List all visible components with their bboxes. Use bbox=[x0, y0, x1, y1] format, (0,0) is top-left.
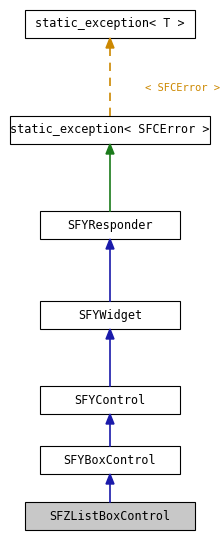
Bar bbox=[40, 211, 180, 239]
Polygon shape bbox=[106, 144, 114, 154]
Text: SFYWidget: SFYWidget bbox=[78, 309, 142, 322]
Bar bbox=[40, 301, 180, 329]
Text: SFYControl: SFYControl bbox=[74, 393, 146, 406]
Text: SFYBoxControl: SFYBoxControl bbox=[64, 453, 156, 466]
Polygon shape bbox=[106, 329, 114, 339]
Bar bbox=[40, 446, 180, 474]
Text: SFYResponder: SFYResponder bbox=[67, 219, 153, 232]
Bar bbox=[25, 10, 195, 38]
Polygon shape bbox=[106, 38, 114, 48]
Bar bbox=[25, 502, 195, 530]
Polygon shape bbox=[106, 474, 114, 484]
Bar bbox=[40, 386, 180, 414]
Text: static_exception< SFCError >: static_exception< SFCError > bbox=[10, 123, 210, 137]
Polygon shape bbox=[106, 239, 114, 249]
Polygon shape bbox=[106, 414, 114, 424]
Text: static_exception< T >: static_exception< T > bbox=[35, 18, 185, 31]
Text: SFZListBoxControl: SFZListBoxControl bbox=[50, 510, 171, 523]
Text: < SFCError >: < SFCError > bbox=[145, 83, 220, 93]
Bar bbox=[10, 116, 210, 144]
